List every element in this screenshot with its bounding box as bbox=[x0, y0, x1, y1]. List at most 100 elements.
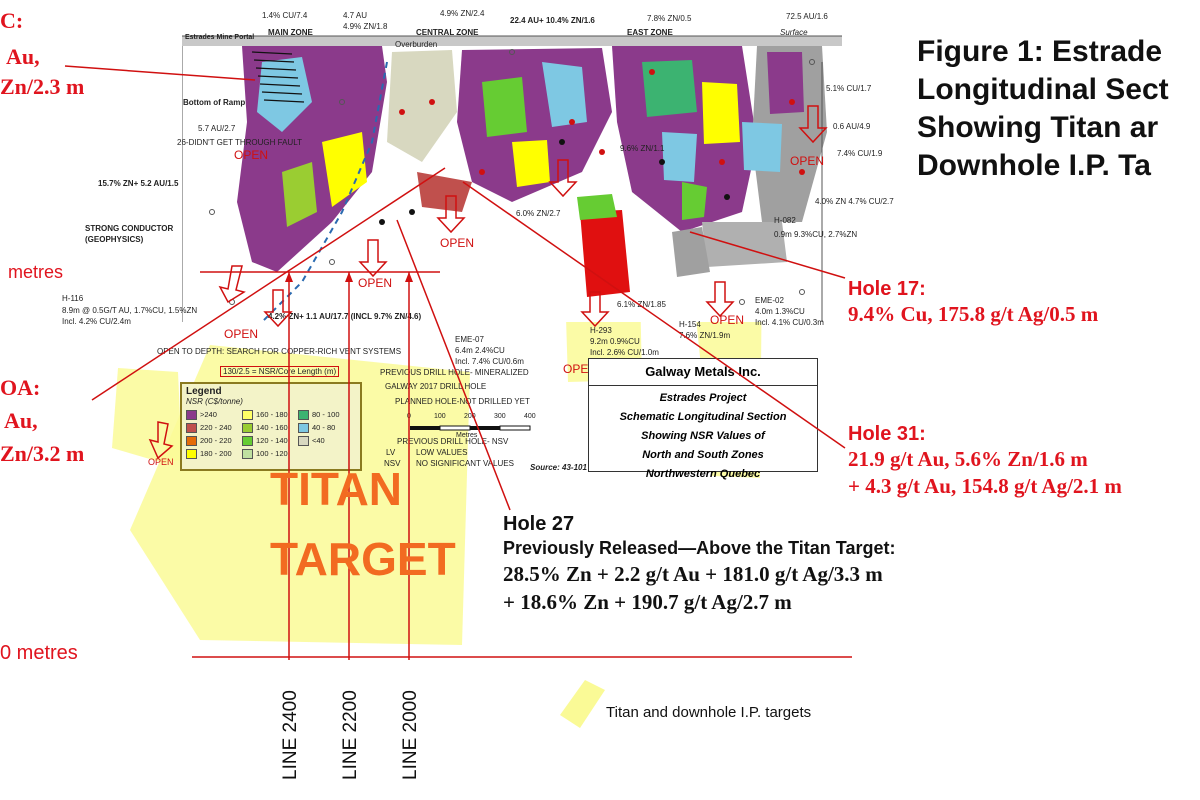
legend-swatch-label: 120 - 140 bbox=[256, 436, 288, 445]
label-au224: 22.4 AU+ 10.4% ZN/1.6 bbox=[510, 16, 595, 25]
marker-legend-mineralized: PREVIOUS DRILL HOLE- MINERALIZED bbox=[380, 368, 529, 377]
label-au06: 0.6 AU/4.9 bbox=[833, 122, 871, 131]
scale-unit: Metres bbox=[456, 432, 478, 439]
open-arrow-3 bbox=[548, 159, 578, 198]
marker-legend-nsv-code: NSV bbox=[384, 459, 401, 468]
scale-tick-400: 400 bbox=[524, 413, 536, 420]
figure-title-line-4: Downhole I.P. Ta bbox=[917, 149, 1151, 182]
label-h116: H-116 bbox=[62, 294, 84, 303]
legend-swatch-label: 160 - 180 bbox=[256, 410, 288, 419]
galway-title-box: Galway Metals Inc. Estrades Project Sche… bbox=[588, 358, 818, 480]
project-line-1: Estrades Project bbox=[659, 392, 747, 404]
label-h293: H-293 bbox=[590, 326, 612, 335]
east-zone-label: EAST ZONE bbox=[627, 28, 673, 37]
label-zn157: 15.7% ZN+ 5.2 AU/1.5 bbox=[98, 179, 179, 188]
open-arrow-4 bbox=[218, 265, 246, 304]
label-cu74: 7.4% CU/1.9 bbox=[837, 149, 883, 158]
left-label-zn1: Zn/2.3 m bbox=[0, 74, 85, 99]
portal-label: Estrades Mine Portal bbox=[185, 34, 255, 41]
label-h082-b: 0.9m 9.3%CU, 2.7%ZN bbox=[774, 230, 858, 239]
central-zone-label: CENTRAL ZONE bbox=[416, 28, 479, 37]
legend-swatch bbox=[242, 449, 253, 459]
label-eme02-c: Incl. 4.1% CU/0.3m bbox=[755, 318, 824, 327]
open-label-6: OPEN bbox=[710, 313, 745, 327]
target-label: TARGET bbox=[270, 533, 456, 585]
hole27-callout: Hole 27 Previously Released—Above the Ti… bbox=[503, 513, 895, 615]
open-arrow-7 bbox=[705, 281, 735, 318]
open-arrow-1 bbox=[358, 239, 388, 278]
legend-swatch bbox=[186, 436, 197, 446]
label-eme07: EME-07 bbox=[455, 335, 484, 344]
open-label-2: OPEN bbox=[440, 236, 475, 250]
label-open-depth: OPEN TO DEPTH: SEARCH FOR COPPER-RICH VE… bbox=[157, 347, 402, 356]
label-h082: H-082 bbox=[774, 216, 796, 225]
project-line-3: Showing NSR Values of bbox=[641, 430, 765, 442]
nsr-legend: Legend NSR (C$/tonne) >240 220 - 240 200 -… bbox=[180, 382, 362, 471]
legend-swatch-label: 140 - 160 bbox=[256, 423, 288, 432]
legend-swatch bbox=[298, 423, 309, 433]
left-label-metres2: 0 metres bbox=[0, 642, 78, 664]
marker-legend-nsv: PREVIOUS DRILL HOLE- NSV bbox=[397, 437, 509, 446]
titan-label: TITAN bbox=[270, 463, 403, 515]
hole27-line-2: + 18.6% Zn + 190.7 g/t Ag/2.7 m bbox=[503, 590, 792, 614]
label-h116-b: Incl. 4.2% CU/2.4m bbox=[62, 317, 131, 326]
scale-bar bbox=[410, 425, 531, 431]
company-name: Galway Metals Inc. bbox=[589, 359, 817, 386]
left-label-oa: OA: bbox=[0, 375, 41, 400]
project-line-5: Northwestern Quebec bbox=[645, 468, 761, 480]
label-h293-c: Incl. 2.6% CU/1.0m bbox=[590, 348, 659, 357]
scale-tick-200: 200 bbox=[464, 413, 476, 420]
label-h116-a: 8.9m @ 0.5G/T AU, 1.7%CU, 1.5%ZN bbox=[62, 306, 198, 315]
legend-swatch bbox=[186, 449, 197, 459]
label-h154: H-154 bbox=[679, 320, 701, 329]
label-zn60: 6.0% ZN/2.7 bbox=[516, 209, 561, 218]
label-zn78: 7.8% ZN/0.5 bbox=[647, 14, 692, 23]
main-zone-label: MAIN ZONE bbox=[268, 28, 313, 37]
marker-legend-nosig: NO SIGNIFICANT VALUES bbox=[416, 459, 514, 468]
line-2200-label: LINE 2200 bbox=[340, 690, 361, 780]
figure-title-line-2: Longitudinal Sect bbox=[917, 73, 1169, 106]
hole27-line-1: 28.5% Zn + 2.2 g/t Au + 181.0 g/t Ag/3.3… bbox=[503, 562, 883, 586]
label-cu51: 5.1% CU/1.7 bbox=[826, 84, 872, 93]
legend-swatch-label: 180 - 200 bbox=[200, 449, 232, 458]
label-zn40: 4.0% ZN 4.7% CU/2.7 bbox=[815, 197, 894, 206]
nsr-note: 130/2.5 = NSR/Core Length (m) bbox=[220, 366, 340, 377]
legend-swatch-label: 80 - 100 bbox=[312, 410, 340, 419]
overburden-label: Overburden bbox=[395, 40, 438, 49]
open-label-3: OPEN bbox=[358, 276, 393, 290]
label-zn61: 6.1% ZN/1.85 bbox=[617, 300, 666, 309]
label-eme02-b: 4.0m 1.3%CU bbox=[755, 307, 805, 316]
targets-legend-label: Titan and downhole I.P. targets bbox=[606, 704, 812, 721]
legend-swatch-label: 220 - 240 bbox=[200, 423, 232, 432]
marker-legend-lv: LV bbox=[386, 448, 396, 457]
scale-tick-300: 300 bbox=[494, 413, 506, 420]
surface-label: Surface bbox=[780, 28, 808, 37]
legend-swatch bbox=[242, 436, 253, 446]
legend-swatch-label: 40 - 80 bbox=[312, 423, 336, 432]
hole31-line-2: + 4.3 g/t Au, 154.8 g/t Ag/2.1 m bbox=[848, 474, 1122, 498]
label-eme07-b: 6.4m 2.4%CU bbox=[455, 346, 505, 355]
open-label-8: OPEN bbox=[148, 457, 174, 467]
legend-swatch bbox=[242, 410, 253, 420]
project-line-4: North and South Zones bbox=[642, 449, 764, 461]
hole31-title: Hole 31: bbox=[848, 423, 926, 445]
legend-swatch bbox=[242, 423, 253, 433]
label-zn42: 4.2% ZN+ 1.1 AU/17.7 (INCL 9.7% ZN/4.6) bbox=[268, 312, 422, 321]
source-label: Source: 43-101 bbox=[530, 463, 587, 472]
label-h293-b: 9.2m 0.9%CU bbox=[590, 337, 640, 346]
label-conductor-2: (GEOPHYSICS) bbox=[85, 235, 144, 244]
open-arrow-5 bbox=[263, 289, 293, 328]
pointer-hole17 bbox=[689, 231, 846, 279]
hole31-line-1: 21.9 g/t Au, 5.6% Zn/1.6 m bbox=[848, 447, 1088, 471]
hole27-title: Hole 27 bbox=[503, 513, 575, 535]
open-arrow-8 bbox=[798, 105, 828, 144]
left-label-zn2: Zn/3.2 m bbox=[0, 441, 85, 466]
label-au57: 5.7 AU/2.7 bbox=[198, 124, 236, 133]
hole17-title: Hole 17: bbox=[848, 278, 926, 300]
hole27-subtitle: Previously Released—Above the Titan Targ… bbox=[503, 538, 896, 558]
label-au47: 4.7 AU bbox=[343, 11, 368, 20]
legend-title: Legend bbox=[186, 386, 222, 397]
left-label-au2: Au, bbox=[4, 408, 38, 433]
